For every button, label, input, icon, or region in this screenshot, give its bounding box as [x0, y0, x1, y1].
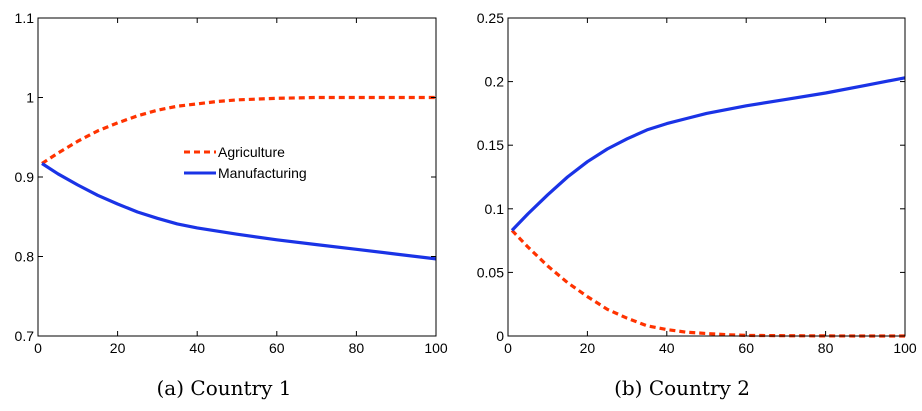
x-tick-label: 0	[504, 340, 512, 356]
y-tick-label: 0.2	[485, 74, 505, 90]
legend-label-agriculture: Agriculture	[218, 144, 285, 160]
x-tick-label: 40	[189, 340, 205, 356]
caption-country-2: (b) Country 2	[614, 376, 750, 400]
x-tick-label: 80	[349, 340, 365, 356]
series-line-agriculture	[510, 229, 905, 338]
legend: Agriculture Manufacturing	[184, 144, 307, 181]
legend-label-manufacturing: Manufacturing	[218, 165, 307, 181]
series-line-manufacturing	[41, 162, 437, 261]
y-tick-label: 1	[26, 90, 34, 106]
y-tick-label: 0.8	[15, 249, 35, 265]
x-tick-label: 100	[893, 340, 917, 356]
y-tick-label: 0.25	[477, 10, 504, 26]
y-tick-label: 0.05	[477, 264, 504, 280]
series-line-manufacturing	[510, 76, 906, 232]
x-tick-label: 60	[738, 340, 754, 356]
series-group	[41, 95, 437, 261]
y-tick-label: 0	[496, 328, 504, 344]
chart-country-2: (b) Country 2 0 20 40 60 80 100 0 0.05 0.1 0.15 0.…	[477, 10, 917, 400]
y-tick-label: 0.7	[15, 328, 35, 344]
x-tick-label: 60	[269, 340, 285, 356]
series-line-agriculture	[41, 95, 436, 165]
x-tick-label: 20	[110, 340, 126, 356]
caption-country-1: (a) Country 1	[157, 376, 292, 400]
plot-area-frame	[507, 17, 906, 337]
x-tick-label: 20	[580, 340, 596, 356]
y-tick-label: 0.15	[477, 137, 504, 153]
y-tick-label: 0.1	[485, 201, 505, 217]
series-group	[510, 76, 906, 338]
y-tick-label: 0.9	[15, 169, 35, 185]
x-tick-label: 40	[659, 340, 675, 356]
y-tick-label: 1.1	[15, 10, 35, 26]
x-tick-label: 100	[424, 340, 448, 356]
chart-country-1: (a) Country 1 Agriculture Manufacturing …	[15, 10, 448, 400]
x-tick-label: 80	[818, 340, 834, 356]
x-tick-label: 0	[34, 340, 42, 356]
